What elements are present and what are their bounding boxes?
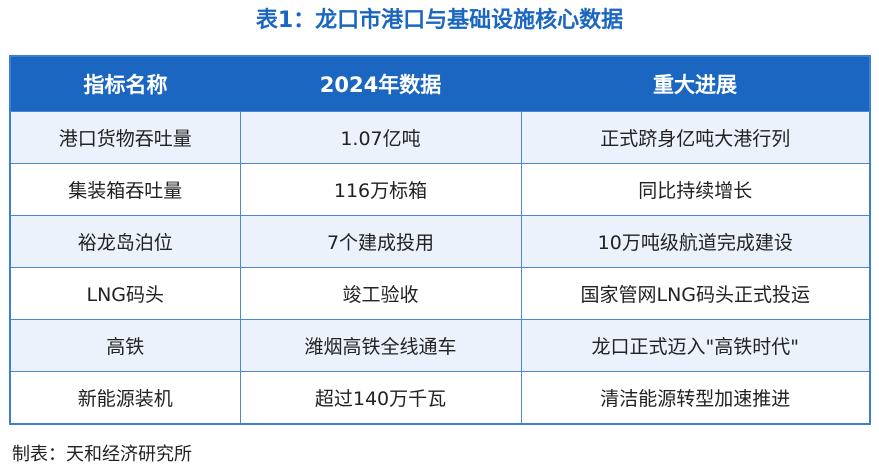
header-row: 指标名称 2024年数据 重大进展 xyxy=(10,56,870,112)
table-row: LNG码头 竣工验收 国家管网LNG码头正式投运 xyxy=(9,267,871,320)
value-cell: 潍烟高铁全线通车 xyxy=(239,319,522,372)
progress-cell: 龙口正式迈入"高铁时代" xyxy=(520,319,871,372)
value-cell: 7个建成投用 xyxy=(239,215,522,268)
table-row: 集装箱吞吐量 116万标箱 同比持续增长 xyxy=(9,163,871,216)
progress-cell: 10万吨级航道完成建设 xyxy=(520,215,871,268)
value-cell: 116万标箱 xyxy=(239,163,522,216)
indicator-cell: 港口货物吞吐量 xyxy=(9,111,241,164)
column-header: 指标名称 xyxy=(10,56,240,112)
progress-cell: 正式跻身亿吨大港行列 xyxy=(520,111,871,164)
progress-cell: 清洁能源转型加速推进 xyxy=(520,371,871,425)
data-table: 指标名称 2024年数据 重大进展 港口货物吞吐量 1.07亿吨 正式跻身亿吨大港行… xyxy=(9,55,871,425)
indicator-cell: 集装箱吞吐量 xyxy=(9,163,241,216)
table-row: 裕龙岛泊位 7个建成投用 10万吨级航道完成建设 xyxy=(9,215,871,268)
source-note: 制表：天和经济研究所 xyxy=(12,444,192,465)
indicator-cell: 新能源装机 xyxy=(9,371,241,425)
column-header: 重大进展 xyxy=(521,56,870,112)
column-header: 2024年数据 xyxy=(240,56,521,112)
indicator-cell: 裕龙岛泊位 xyxy=(9,215,241,268)
table-title: 表1：龙口市港口与基础设施核心数据 xyxy=(255,8,624,33)
value-cell: 超过140万千瓦 xyxy=(239,371,522,425)
indicator-cell: LNG码头 xyxy=(9,267,241,320)
value-cell: 1.07亿吨 xyxy=(239,111,522,164)
progress-cell: 国家管网LNG码头正式投运 xyxy=(520,267,871,320)
table-row: 港口货物吞吐量 1.07亿吨 正式跻身亿吨大港行列 xyxy=(9,111,871,164)
value-cell: 竣工验收 xyxy=(239,267,522,320)
table-row: 高铁 潍烟高铁全线通车 龙口正式迈入"高铁时代" xyxy=(9,319,871,372)
indicator-cell: 高铁 xyxy=(9,319,241,372)
table-row: 新能源装机 超过140万千瓦 清洁能源转型加速推进 xyxy=(9,371,871,425)
progress-cell: 同比持续增长 xyxy=(520,163,871,216)
